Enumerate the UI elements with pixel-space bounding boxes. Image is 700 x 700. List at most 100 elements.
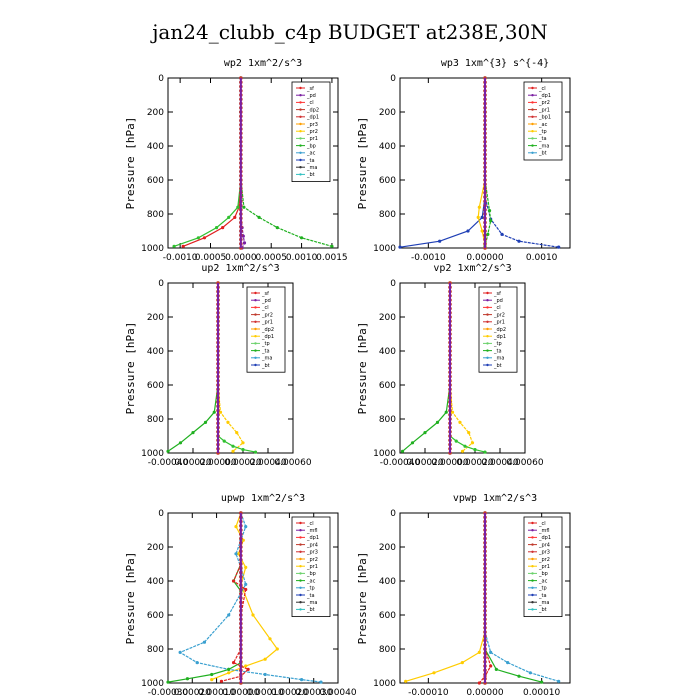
legend-marker xyxy=(531,101,534,104)
y-tick-label: 200 xyxy=(379,543,396,553)
series-point xyxy=(466,229,470,233)
legend-marker xyxy=(299,166,302,169)
series-point xyxy=(203,420,208,424)
series-line xyxy=(405,513,486,682)
legend-label: _tp xyxy=(261,341,270,347)
series-point xyxy=(221,226,225,230)
legend-marker xyxy=(254,356,257,359)
y-axis-label: Pressure [hPa] xyxy=(356,552,369,645)
legend-marker xyxy=(299,521,302,525)
series-point xyxy=(480,229,484,233)
legend-marker xyxy=(299,557,302,561)
x-tick-label: 0.00010 xyxy=(523,688,560,698)
legend-box xyxy=(291,81,331,182)
y-tick-label: 200 xyxy=(147,108,164,118)
y-tick-label: 400 xyxy=(147,577,164,587)
plot-frame xyxy=(167,512,339,684)
legend-label: _bt xyxy=(261,363,270,369)
legend-label: _dp2 xyxy=(306,107,319,113)
legend-label: _pr4 xyxy=(306,542,318,548)
series-point xyxy=(557,245,561,249)
series-point xyxy=(500,232,504,236)
legend-marker xyxy=(486,342,489,345)
series-point xyxy=(517,674,521,678)
series-point xyxy=(227,613,231,617)
series-point xyxy=(432,671,436,675)
series-point xyxy=(227,667,231,672)
legend-marker xyxy=(299,101,302,104)
legend-marker xyxy=(299,579,302,582)
legend-marker xyxy=(531,86,534,90)
x-tick-label: 0.00020 xyxy=(271,688,308,698)
legend-marker xyxy=(299,572,302,575)
series-point xyxy=(480,215,484,219)
legend-marker xyxy=(254,320,257,323)
series-point xyxy=(253,450,258,454)
legend-label: _pr3 xyxy=(538,550,550,556)
y-tick-label: 200 xyxy=(147,543,164,553)
legend-marker xyxy=(254,363,257,367)
y-tick-label: 200 xyxy=(379,313,396,323)
y-tick-label: 600 xyxy=(147,176,164,186)
legend-box xyxy=(523,516,563,617)
x-tick-label: -0.00040 xyxy=(148,458,189,468)
legend-label: _pr2 xyxy=(538,100,550,106)
series-point xyxy=(202,236,207,240)
series-point xyxy=(242,241,247,245)
series-point xyxy=(178,441,183,445)
legend-marker xyxy=(299,86,302,90)
series-point xyxy=(450,410,455,414)
legend-label: _dp1 xyxy=(306,535,319,541)
legend-label: _dp2 xyxy=(493,327,506,333)
series-line xyxy=(484,513,559,682)
legend-marker xyxy=(299,130,302,133)
series-point xyxy=(438,239,442,243)
legend-label: _pr3 xyxy=(306,550,318,556)
legend-marker xyxy=(486,299,489,302)
plot-title: up2 1xm^2/s^3 xyxy=(201,263,279,274)
legend-label: _ma xyxy=(538,600,549,606)
legend-label: _pd xyxy=(261,298,271,304)
y-tick-label: 600 xyxy=(379,611,396,621)
x-tick-label: 0.00020 xyxy=(224,458,261,468)
series-point xyxy=(458,420,462,424)
legend-label: _bt xyxy=(538,151,547,157)
legend-marker xyxy=(299,543,302,546)
legend-marker xyxy=(254,313,257,316)
legend-label: _pr1 xyxy=(306,564,318,570)
series-point xyxy=(400,449,405,453)
legend-label: _dp1 xyxy=(493,334,506,340)
legend-marker xyxy=(531,536,534,539)
y-tick-label: 200 xyxy=(147,313,164,323)
y-axis-label: Pressure [hPa] xyxy=(124,552,137,645)
series-point xyxy=(234,525,238,529)
legend-marker xyxy=(531,108,534,111)
legend-label: _pr2 xyxy=(306,129,318,135)
series-point xyxy=(473,448,477,452)
legend-label: _mfl xyxy=(538,528,550,534)
series-point xyxy=(467,431,471,435)
y-axis-label: Pressure [hPa] xyxy=(124,117,137,210)
series-point xyxy=(244,587,248,592)
legend-label: _ma xyxy=(538,143,549,149)
legend-label: _pr1 xyxy=(261,320,273,326)
y-tick-label: 1000 xyxy=(141,679,164,689)
x-tick-label: 0.00010 xyxy=(247,688,284,698)
legend-label: _pr1 xyxy=(306,136,318,142)
x-tick-label: 0.00020 xyxy=(406,458,443,468)
series-point xyxy=(477,205,481,209)
x-tick-label: 0.00000 xyxy=(466,688,503,698)
series-point xyxy=(191,431,195,435)
series-point xyxy=(330,244,334,248)
series-point xyxy=(195,661,199,665)
series-point xyxy=(477,681,481,685)
y-axis-label: Pressure [hPa] xyxy=(124,322,137,415)
y-tick-label: 800 xyxy=(147,210,164,220)
legend-marker xyxy=(299,122,302,126)
series-line xyxy=(167,283,219,452)
plot-panel-3: up2 1xm^2/s^3 Pressure [hPa] 0 200 400 600 800… xyxy=(124,263,312,468)
series-point xyxy=(423,431,427,435)
legend-label: _dp1 xyxy=(306,115,319,121)
x-tick-label: 0.00040 xyxy=(249,458,286,468)
y-tick-label: 200 xyxy=(379,108,396,118)
